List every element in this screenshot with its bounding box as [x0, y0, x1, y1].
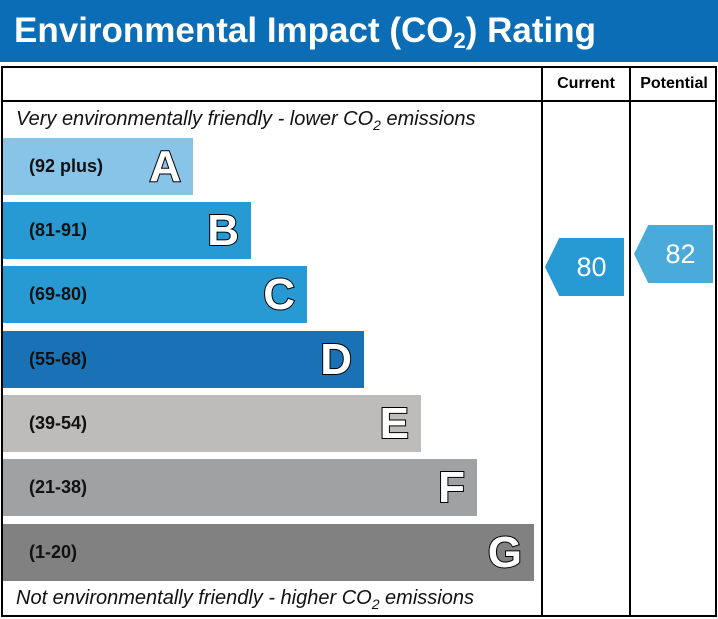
bar-letter: A [148, 141, 182, 192]
rating-bar-g: (1-20) G [3, 524, 534, 581]
bottom-note: Not environmentally friendly - higher CO… [16, 587, 474, 612]
bar-letter: E [379, 398, 410, 449]
top-note: Very environmentally friendly - lower CO… [16, 108, 476, 133]
bar-range-label: (21-38) [29, 477, 88, 497]
rating-frame [1, 66, 717, 617]
rating-bar-b: (81-91) B [3, 202, 251, 259]
divider [541, 66, 543, 617]
potential-rating-arrow: 82 [634, 225, 713, 283]
rating-bar-d: (55-68) D [3, 331, 364, 388]
bar-range-label: (81-91) [29, 220, 88, 240]
rating-bar-a: (92 plus) A [3, 138, 193, 195]
bar-range-label: (92 plus) [29, 156, 104, 176]
bar-letter: B [206, 205, 240, 256]
rating-bar-c: (69-80) C [3, 266, 307, 323]
current-column-header: Current [557, 75, 615, 92]
bar-letter: D [319, 334, 353, 385]
rating-bar-e: (39-54) E [3, 395, 421, 452]
bar-range-label: (1-20) [29, 542, 78, 562]
bar-range-label: (55-68) [29, 349, 88, 369]
rating-bar-f: (21-38) F [3, 459, 477, 516]
current-rating-arrow: 80 [545, 238, 624, 296]
divider [629, 66, 631, 617]
bar-range-label: (39-54) [29, 413, 88, 433]
potential-column-header: Potential [640, 75, 708, 92]
bar-letter: F [437, 462, 466, 513]
bar-range-label: (69-80) [29, 284, 88, 304]
bar-letter: C [262, 269, 296, 320]
divider [1, 100, 717, 102]
chart-title: Environmental Impact (CO2) Rating [0, 0, 718, 62]
bar-letter: G [487, 527, 523, 578]
